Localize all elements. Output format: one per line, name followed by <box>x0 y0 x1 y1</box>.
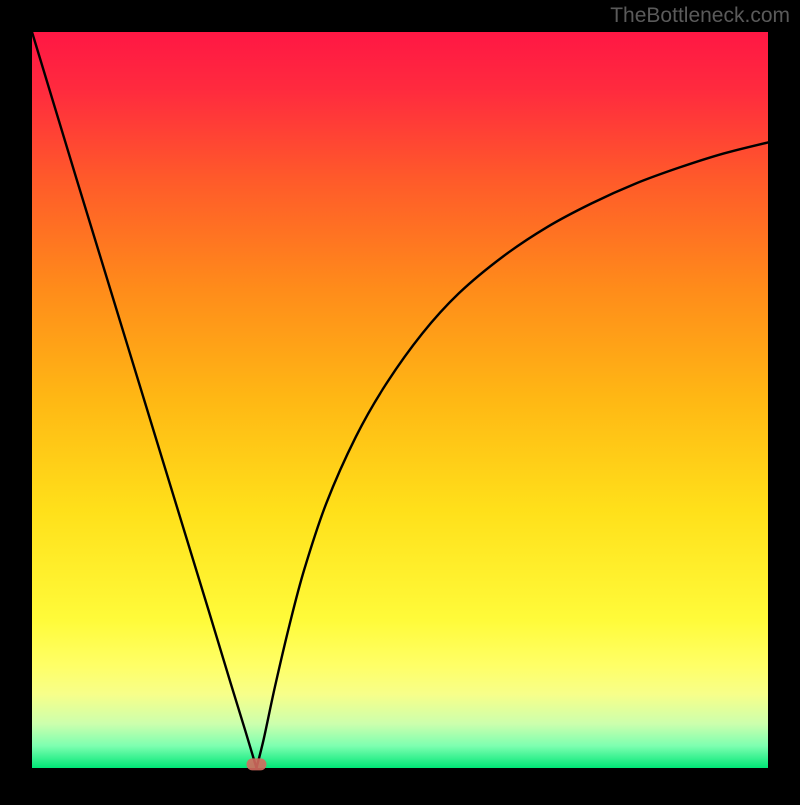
minimum-marker <box>246 758 266 770</box>
chart-svg <box>0 0 800 800</box>
watermark-text: TheBottleneck.com <box>610 4 790 28</box>
bottleneck-chart <box>0 0 800 805</box>
